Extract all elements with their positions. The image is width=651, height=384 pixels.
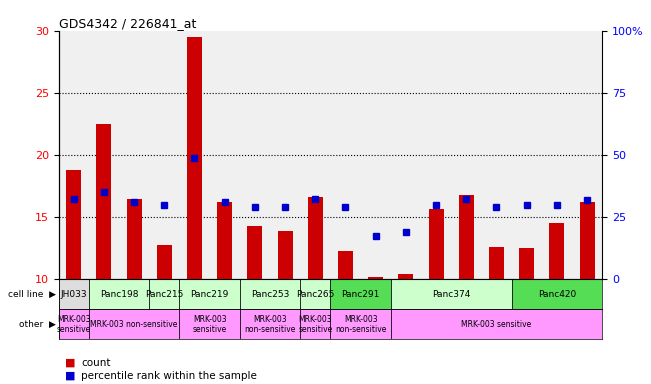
Text: Panc374: Panc374 — [432, 290, 471, 299]
Bar — [126, 199, 142, 280]
Text: Panc219: Panc219 — [190, 290, 229, 299]
Bar — [451, 31, 481, 280]
Bar — [512, 280, 602, 309]
Bar — [96, 124, 111, 280]
Bar — [59, 31, 89, 280]
Bar — [180, 31, 210, 280]
Bar — [119, 31, 149, 280]
Bar — [240, 309, 300, 339]
Bar — [391, 280, 512, 309]
Text: percentile rank within the sample: percentile rank within the sample — [81, 371, 257, 381]
Bar — [579, 202, 594, 280]
Text: ■: ■ — [65, 371, 76, 381]
Text: ■: ■ — [65, 358, 76, 368]
Text: MRK-003
non-sensitive: MRK-003 non-sensitive — [335, 314, 386, 334]
Text: GDS4342 / 226841_at: GDS4342 / 226841_at — [59, 17, 196, 30]
Bar — [391, 309, 602, 339]
Bar — [157, 245, 172, 280]
Bar — [66, 170, 81, 280]
Bar — [572, 31, 602, 280]
Bar — [247, 226, 262, 280]
Text: Panc265: Panc265 — [296, 290, 335, 299]
Text: Panc291: Panc291 — [341, 290, 380, 299]
Bar — [300, 309, 330, 339]
Bar — [270, 31, 300, 280]
Bar — [459, 195, 474, 280]
Bar — [240, 280, 300, 309]
Text: Panc253: Panc253 — [251, 290, 289, 299]
Bar — [428, 209, 443, 280]
Y-axis label: cell line  ▶: cell line ▶ — [8, 290, 56, 299]
Text: MRK-003
sensitive: MRK-003 sensitive — [57, 314, 91, 334]
Bar — [210, 31, 240, 280]
Bar — [89, 31, 119, 280]
Text: count: count — [81, 358, 111, 368]
Bar — [398, 275, 413, 280]
Bar — [331, 31, 361, 280]
Bar — [277, 231, 293, 280]
Bar — [59, 309, 89, 339]
Bar — [542, 31, 572, 280]
Bar — [300, 31, 330, 280]
Bar — [149, 31, 180, 280]
Bar — [149, 280, 180, 309]
Bar — [59, 280, 89, 309]
Text: Panc198: Panc198 — [100, 290, 138, 299]
Bar — [519, 248, 534, 280]
Text: JH033: JH033 — [61, 290, 87, 299]
Y-axis label: other  ▶: other ▶ — [19, 320, 56, 329]
Bar — [481, 31, 512, 280]
Text: Panc420: Panc420 — [538, 290, 576, 299]
Text: MRK-003 sensitive: MRK-003 sensitive — [462, 320, 532, 329]
Bar — [300, 280, 330, 309]
Text: Panc215: Panc215 — [145, 290, 184, 299]
Bar — [240, 31, 270, 280]
Bar — [331, 280, 391, 309]
Text: MRK-003 non-sensitive: MRK-003 non-sensitive — [90, 320, 178, 329]
Bar — [549, 223, 564, 280]
Bar — [217, 202, 232, 280]
Bar — [338, 251, 353, 280]
Text: MRK-003
sensitive: MRK-003 sensitive — [193, 314, 227, 334]
Bar — [489, 247, 504, 280]
Bar — [308, 197, 323, 280]
Bar — [368, 277, 383, 280]
Bar — [391, 31, 421, 280]
Text: MRK-003
non-sensitive: MRK-003 non-sensitive — [244, 314, 296, 334]
Bar — [187, 37, 202, 280]
Bar — [361, 31, 391, 280]
Bar — [180, 280, 240, 309]
Bar — [180, 309, 240, 339]
Text: MRK-003
sensitive: MRK-003 sensitive — [298, 314, 333, 334]
Bar — [512, 31, 542, 280]
Bar — [89, 280, 149, 309]
Bar — [331, 309, 391, 339]
Bar — [89, 309, 180, 339]
Bar — [421, 31, 451, 280]
